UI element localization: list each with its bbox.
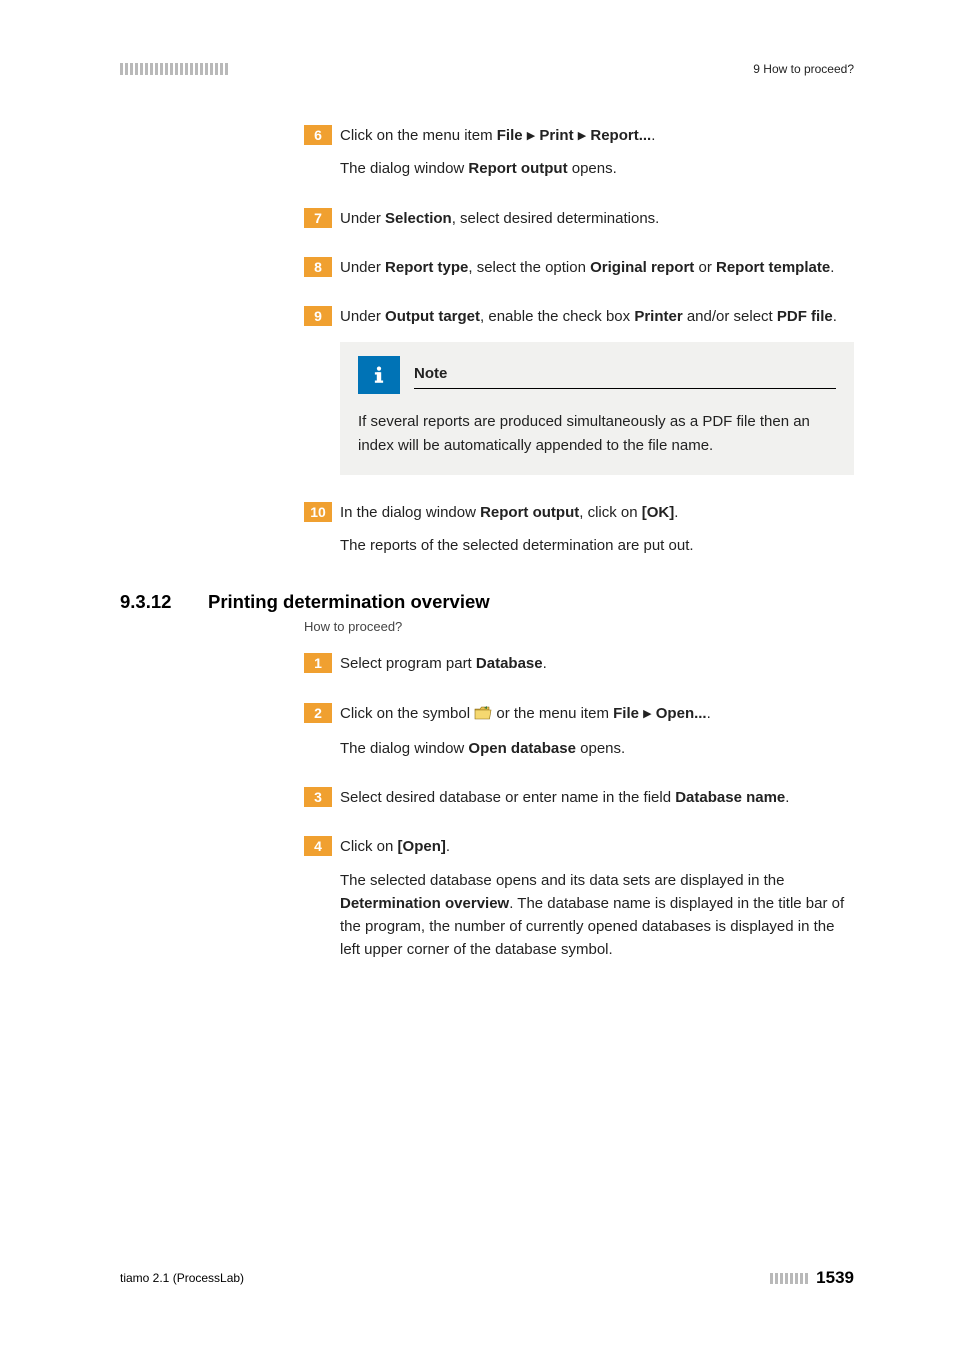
step: 7 Under Selection, select desired determi…: [304, 207, 854, 230]
step-body: Under Output target, enable the check bo…: [340, 305, 854, 475]
step-number: 8: [304, 257, 332, 277]
section-heading: 9.3.12 Printing determination overview: [120, 591, 854, 613]
step-text-line: Click on the menu item File ▶ Print ▶ Re…: [340, 124, 854, 147]
step-text-line: Under Selection, select desired determin…: [340, 207, 854, 230]
step-body: Under Selection, select desired determin…: [340, 207, 854, 230]
step: 3 Select desired database or enter name i…: [304, 786, 854, 809]
footer-page-number: 1539: [816, 1268, 854, 1288]
step: 1 Select program part Database.: [304, 652, 854, 675]
footer-product: tiamo 2.1 (ProcessLab): [120, 1271, 244, 1285]
step: 2 Click on the symbol or the menu item Fi…: [304, 702, 854, 761]
step-text-line: The dialog window Report output opens.: [340, 157, 854, 180]
step-body: Select program part Database.: [340, 652, 854, 675]
step-body: In the dialog window Report output, clic…: [340, 501, 854, 558]
step-text-line: The dialog window Open database opens.: [340, 737, 854, 760]
section-breadcrumb: How to proceed?: [120, 619, 854, 634]
info-icon: [358, 356, 400, 394]
page-footer: tiamo 2.1 (ProcessLab) 1539: [120, 1268, 854, 1288]
step-text-line: Click on [Open].: [340, 835, 854, 858]
step-number: 2: [304, 703, 332, 723]
step-text-line: Click on the symbol or the menu item Fil…: [340, 702, 854, 727]
note-text: If several reports are produced simultan…: [358, 410, 836, 457]
section-number: 9.3.12: [120, 591, 208, 613]
step-body: Click on [Open]. The selected database op…: [340, 835, 854, 961]
step: 8 Under Report type, select the option Or…: [304, 256, 854, 279]
step-body: Click on the menu item File ▶ Print ▶ Re…: [340, 124, 854, 181]
step-text-line: Under Report type, select the option Ori…: [340, 256, 854, 279]
step: 6 Click on the menu item File ▶ Print ▶ R…: [304, 124, 854, 181]
step-number: 10: [304, 502, 332, 522]
header-chapter: 9 How to proceed?: [753, 62, 854, 76]
step-number: 6: [304, 125, 332, 145]
step-body: Select desired database or enter name in…: [340, 786, 854, 809]
header-logo-dashes: [120, 63, 228, 75]
step-body: Under Report type, select the option Ori…: [340, 256, 854, 279]
step-text-line: Under Output target, enable the check bo…: [340, 305, 854, 328]
step-number: 1: [304, 653, 332, 673]
step-text-line: Select desired database or enter name in…: [340, 786, 854, 809]
step-number: 3: [304, 787, 332, 807]
step: 9 Under Output target, enable the check b…: [304, 305, 854, 475]
step: 4 Click on [Open]. The selected database o…: [304, 835, 854, 961]
note-box: Note If several reports are produced simu…: [340, 342, 854, 475]
footer-logo-dashes: [770, 1273, 808, 1284]
step-text-line: The reports of the selected determinatio…: [340, 534, 854, 557]
step-number: 9: [304, 306, 332, 326]
folder-open-icon: [474, 704, 492, 727]
note-title: Note: [414, 362, 836, 389]
section-title: Printing determination overview: [208, 591, 490, 613]
step-number: 7: [304, 208, 332, 228]
step-text-line: Select program part Database.: [340, 652, 854, 675]
step-text-line: In the dialog window Report output, clic…: [340, 501, 854, 524]
steps-bottom-container: 1 Select program part Database. 2 Click on …: [120, 652, 854, 961]
step-text-line: The selected database opens and its data…: [340, 869, 854, 962]
steps-top-container: 6 Click on the menu item File ▶ Print ▶ R…: [120, 124, 854, 557]
step: 10 In the dialog window Report output, cl…: [304, 501, 854, 558]
step-body: Click on the symbol or the menu item Fil…: [340, 702, 854, 761]
step-number: 4: [304, 836, 332, 856]
page-header: 9 How to proceed?: [120, 62, 854, 76]
